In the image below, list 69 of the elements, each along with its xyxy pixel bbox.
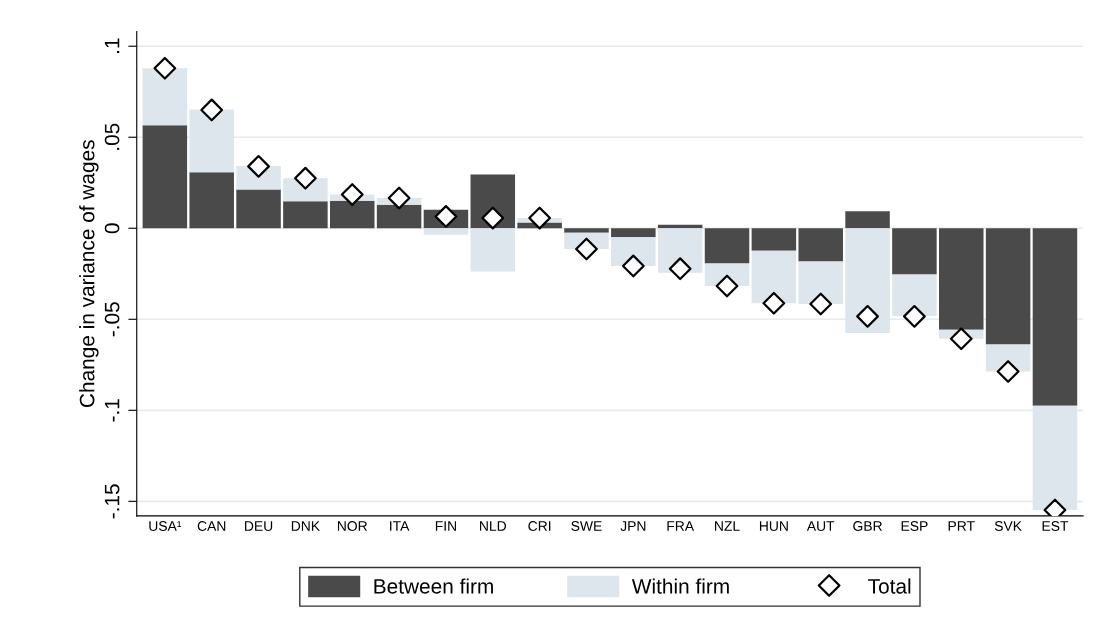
y-tick-label: .05	[104, 123, 120, 150]
point	[996, 360, 1020, 383]
bar	[189, 172, 234, 229]
x-tick-label: NZL	[715, 521, 740, 531]
y-tick-label: 0	[104, 223, 120, 234]
point	[247, 154, 270, 178]
x-tick-label: CAN	[197, 521, 226, 531]
x-tick-label: CRI	[528, 521, 551, 531]
y-tick-label: -.05	[104, 302, 120, 337]
bar	[751, 250, 797, 304]
x-tick-label: ITA	[390, 521, 410, 531]
point	[949, 327, 973, 351]
legend-label: Within firm	[631, 578, 729, 594]
x-tick-label: ESP	[901, 521, 928, 531]
bar	[798, 228, 843, 262]
bar	[142, 125, 188, 229]
point	[809, 292, 833, 316]
point	[575, 237, 598, 261]
x-tick-label: DEU	[245, 521, 273, 531]
x-tick-label: HUN	[759, 521, 788, 531]
point	[528, 206, 552, 230]
bar	[939, 228, 984, 330]
bar	[564, 228, 609, 233]
bar	[798, 261, 843, 304]
bar	[985, 228, 1031, 345]
x-tick-label: NOR	[337, 521, 368, 531]
point	[481, 206, 505, 230]
legend-label: Between firm	[374, 578, 493, 594]
x-tick-label: FIN	[435, 521, 456, 531]
bar	[236, 189, 281, 229]
point	[200, 98, 224, 122]
y-tick-label: -.15	[104, 484, 120, 519]
point	[668, 257, 692, 281]
y-axis-title: Change in variance of wages	[79, 140, 99, 408]
point	[340, 183, 364, 206]
x-tick-label: GBR	[853, 521, 882, 531]
y-tick-label: -.1	[104, 399, 120, 422]
bar	[751, 228, 797, 251]
point	[715, 274, 739, 298]
bar	[142, 68, 188, 126]
x-tick-label: FRA	[667, 521, 695, 531]
point	[856, 304, 879, 328]
point	[762, 291, 786, 315]
point	[621, 254, 645, 278]
bar	[329, 200, 375, 229]
bar	[704, 228, 750, 264]
point	[903, 304, 926, 328]
bar	[283, 201, 328, 229]
point	[434, 205, 458, 228]
x-tick-label: PRT	[948, 521, 975, 531]
point	[293, 166, 317, 190]
x-tick-label: NLD	[480, 521, 507, 531]
bar	[611, 228, 656, 238]
x-tick-label: USA¹	[149, 521, 182, 531]
x-tick-label: SVK	[994, 521, 1022, 531]
y-tick-label: .1	[104, 38, 120, 53]
point	[153, 56, 177, 80]
x-tick-label: SWE	[571, 521, 602, 531]
x-tick-label: EST	[1042, 521, 1069, 531]
bar	[845, 211, 890, 229]
x-tick-label: DNK	[291, 521, 320, 531]
bar	[892, 228, 937, 275]
bar	[892, 274, 937, 317]
bar	[1032, 228, 1078, 406]
bar	[376, 204, 422, 229]
x-tick-label: JPN	[620, 521, 646, 531]
point	[387, 186, 411, 210]
legend-label: Total	[868, 578, 911, 594]
x-tick-label: AUT	[806, 521, 835, 531]
